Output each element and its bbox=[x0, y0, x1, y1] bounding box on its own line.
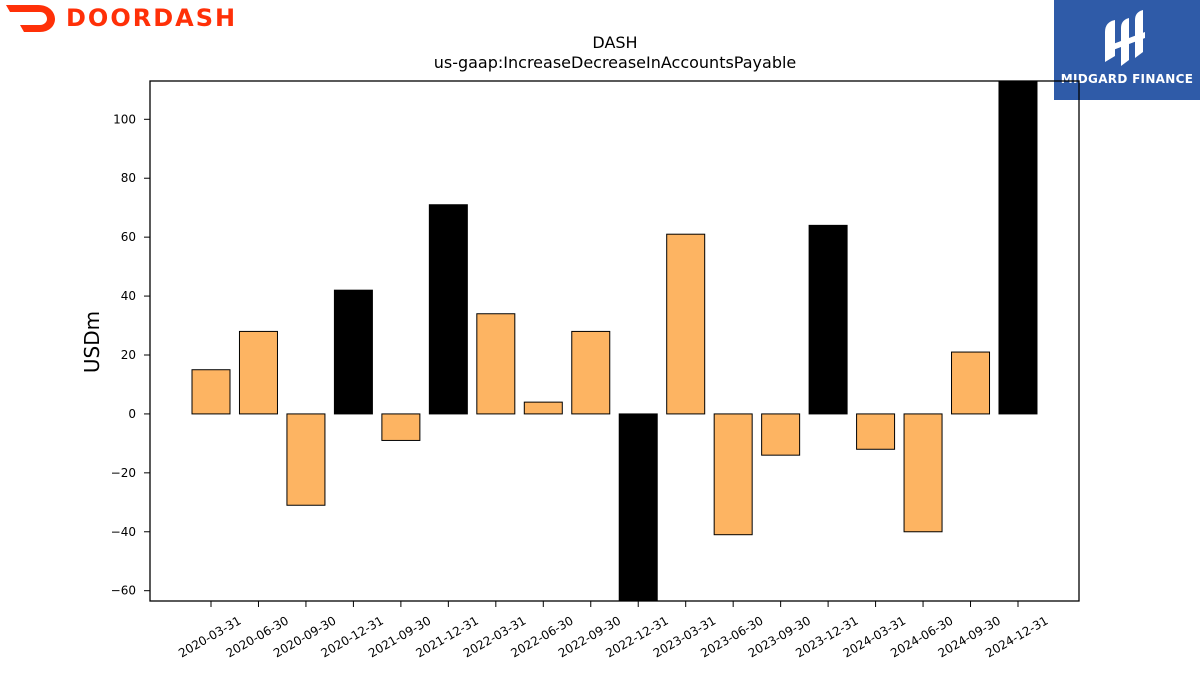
y-axis-label: USDm bbox=[80, 311, 104, 373]
bar bbox=[333, 289, 373, 415]
y-tick-label: 0 bbox=[128, 407, 136, 421]
bar bbox=[713, 413, 753, 536]
bar bbox=[286, 413, 326, 506]
midgard-wordmark: MIDGARD FINANCE bbox=[1060, 72, 1194, 86]
bar bbox=[998, 80, 1038, 415]
bar bbox=[856, 413, 896, 450]
y-tick-label: 60 bbox=[121, 230, 136, 244]
doordash-logo: DOORDASH bbox=[4, 2, 237, 34]
bar bbox=[571, 330, 611, 415]
plot-area: −60−40−200204060801002020-03-312020-06-3… bbox=[111, 80, 1080, 660]
bar bbox=[476, 313, 516, 415]
plot-frame bbox=[149, 80, 1080, 602]
y-tick-label: 100 bbox=[113, 112, 136, 126]
y-tick-label: 80 bbox=[121, 171, 136, 185]
bar bbox=[618, 413, 658, 602]
bar bbox=[428, 204, 468, 415]
bar bbox=[191, 369, 231, 415]
bar bbox=[808, 224, 848, 415]
bar bbox=[381, 413, 421, 441]
y-tick-label: −20 bbox=[111, 466, 136, 480]
bar bbox=[761, 413, 801, 456]
chart-title: DASH bbox=[592, 33, 637, 52]
bar bbox=[951, 351, 991, 415]
y-tick-label: 20 bbox=[121, 348, 136, 362]
chart-subtitle: us-gaap:IncreaseDecreaseInAccountsPayabl… bbox=[434, 53, 797, 72]
bar bbox=[666, 233, 706, 415]
bar bbox=[238, 330, 278, 415]
doordash-mark-icon bbox=[6, 5, 55, 32]
y-tick-label: −60 bbox=[111, 584, 136, 598]
y-tick-label: 40 bbox=[121, 289, 136, 303]
y-tick-label: −40 bbox=[111, 525, 136, 539]
midgard-mark-icon bbox=[1105, 10, 1145, 66]
bar bbox=[523, 401, 563, 415]
bar bbox=[903, 413, 943, 533]
midgard-finance-logo: MIDGARD FINANCE bbox=[1054, 0, 1200, 100]
doordash-wordmark: DOORDASH bbox=[66, 4, 238, 32]
